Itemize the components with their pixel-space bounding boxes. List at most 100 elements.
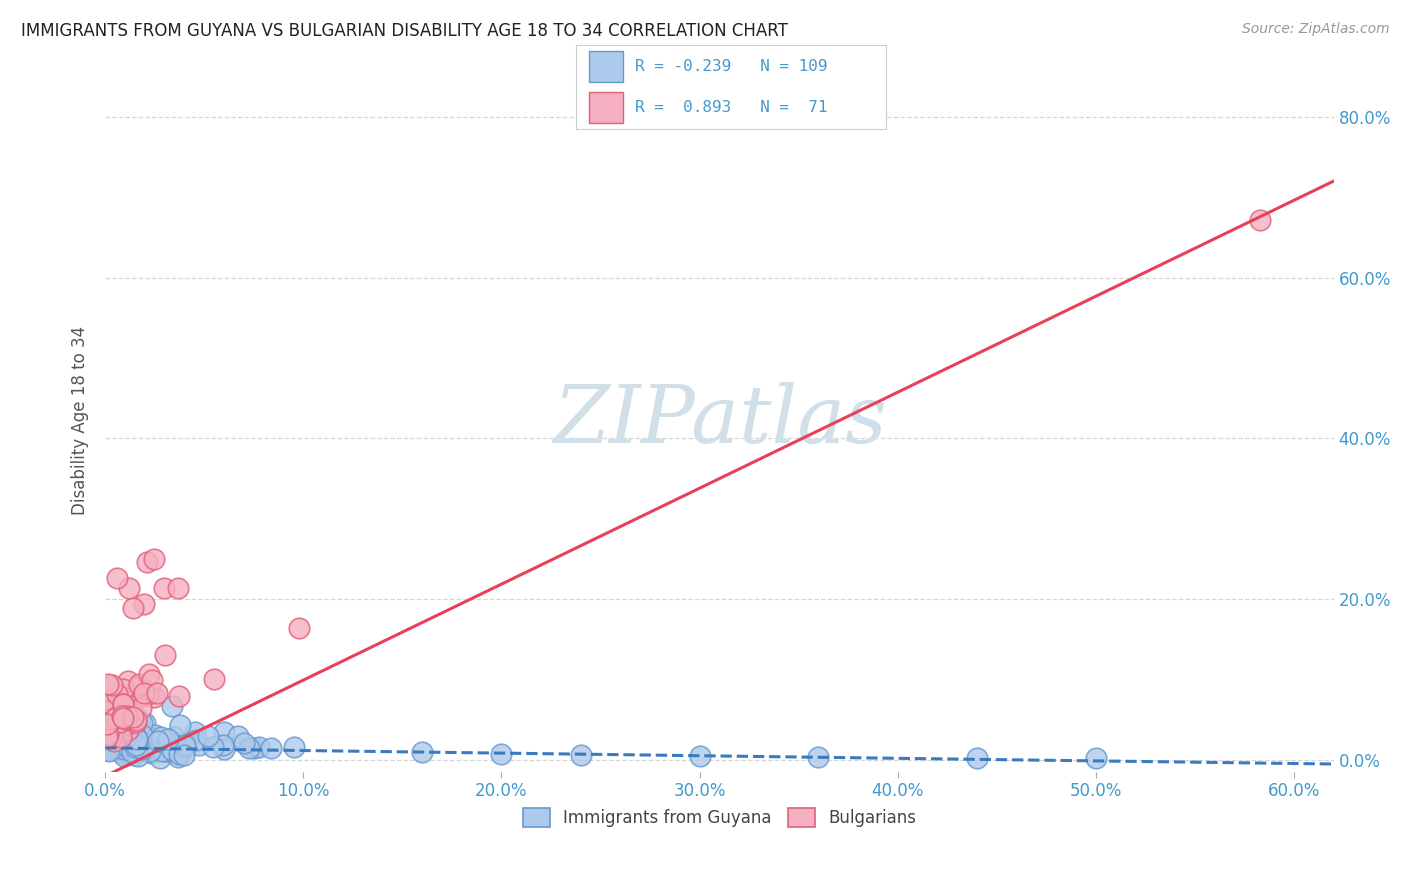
Point [96,717,118,731]
Point [163,730,186,744]
Point [260,741,283,756]
Point [125,737,148,751]
Point [125,715,148,730]
Point [114,712,136,726]
Point [97,742,120,756]
Point [121,743,143,757]
Point [112,742,135,756]
Point [111,698,134,712]
Point [97,677,120,691]
Point [128,716,150,731]
Point [167,581,190,595]
Point [211,738,233,752]
Point [131,716,153,731]
Point [148,739,170,753]
Point [127,749,149,764]
Legend: Immigrants from Guyana, Bulgarians: Immigrants from Guyana, Bulgarians [516,802,922,834]
Point [1084,750,1107,764]
Point [96,731,118,745]
Bar [589,52,623,82]
Point [124,741,146,756]
Point [97,726,120,740]
Point [139,747,162,761]
Point [101,734,124,748]
Point [689,748,711,763]
Point [96,722,118,736]
Point [136,741,159,756]
Point [121,738,143,752]
Point [184,724,207,739]
Point [128,733,150,747]
Point [115,739,138,753]
Point [104,705,127,719]
Point [121,745,143,759]
Point [121,710,143,724]
Point [143,728,166,742]
Point [97,727,120,741]
Point [138,667,160,681]
Point [105,718,128,732]
Point [96,709,118,723]
Point [112,748,135,763]
Point [112,702,135,716]
Point [103,721,125,735]
Point [148,733,170,747]
Point [97,705,120,719]
Point [117,723,139,738]
Point [134,716,156,731]
Point [121,743,143,757]
Point [242,740,264,755]
Point [115,707,138,722]
Point [169,689,191,703]
Point [166,749,188,764]
Point [105,571,128,585]
Point [232,736,254,750]
Point [124,739,146,754]
Point [98,740,121,755]
Point [108,698,131,712]
Bar [589,92,623,122]
Point [114,739,136,753]
Point [103,711,125,725]
Point [807,749,830,764]
Point [128,677,150,691]
Point [117,732,139,747]
Point [107,735,129,749]
Point [96,717,118,731]
Point [98,712,121,726]
Point [124,743,146,757]
Point [110,745,132,759]
Point [129,701,152,715]
Point [125,725,148,739]
Point [169,736,191,750]
Point [96,695,118,709]
Point [101,725,124,739]
Point [160,699,183,714]
Point [125,730,148,744]
Point [115,709,138,723]
Point [202,672,225,686]
Point [108,714,131,729]
Y-axis label: Disability Age 18 to 34: Disability Age 18 to 34 [72,326,89,515]
Point [491,747,513,761]
Point [111,724,134,739]
Point [157,739,180,754]
Point [124,731,146,746]
Point [117,738,139,752]
Point [131,727,153,741]
Point [117,673,139,688]
Point [214,724,236,739]
Point [136,687,159,701]
Point [238,740,260,755]
Point [173,739,195,754]
Point [115,740,138,755]
Point [247,739,270,754]
Point [96,743,118,757]
Point [105,687,128,701]
Point [142,552,165,566]
Point [153,744,176,758]
Point [187,738,209,752]
Point [157,744,180,758]
Point [143,690,166,704]
Point [112,717,135,731]
